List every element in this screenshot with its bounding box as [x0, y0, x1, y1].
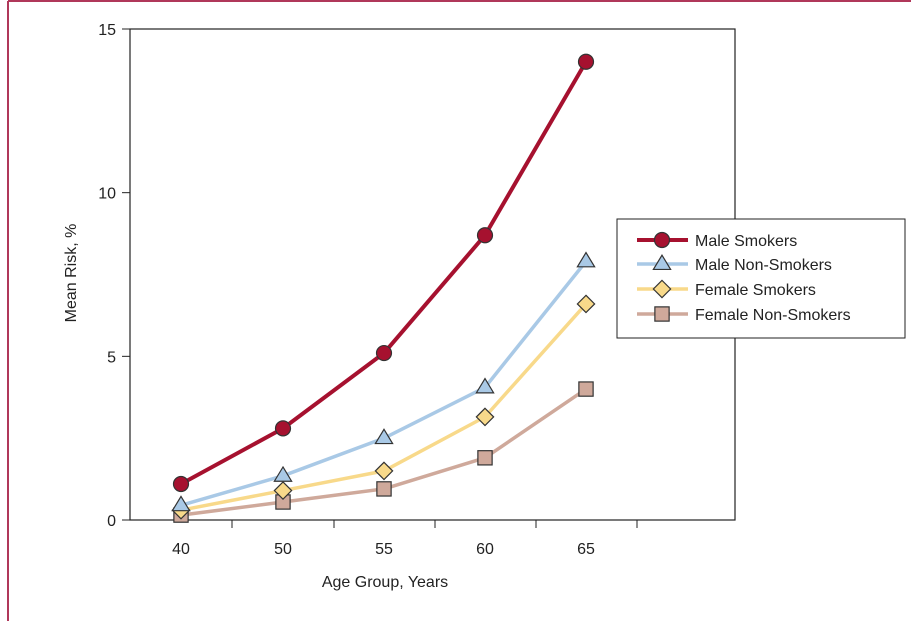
series-layer — [171, 53, 596, 523]
data-point — [171, 495, 191, 512]
y-axis-title: Mean Risk, % — [63, 224, 80, 323]
data-point — [172, 475, 190, 493]
data-point — [274, 420, 292, 437]
data-point — [576, 294, 596, 314]
series-male-non-smokers — [171, 251, 596, 512]
data-point — [475, 377, 495, 394]
x-tick-label: 60 — [476, 541, 494, 558]
y-axis-ticks: 0 5 10 15 — [98, 22, 130, 530]
legend-marker — [654, 306, 670, 322]
data-point — [578, 381, 594, 397]
legend-marker — [652, 254, 672, 271]
legend-item: Female Non-Smokers — [637, 306, 851, 324]
legend-label: Male Non-Smokers — [695, 257, 832, 274]
legend: Male Smokers Male Non-Smokers Female Smoke… — [616, 218, 906, 339]
data-point — [577, 53, 595, 70]
series-line — [180, 60, 588, 486]
data-point — [475, 407, 495, 427]
data-point — [273, 481, 293, 501]
data-point — [576, 251, 596, 268]
data-point — [273, 465, 293, 482]
legend-item: Female Smokers — [637, 279, 816, 299]
y-tick-label: 5 — [107, 349, 116, 366]
series-male-smokers — [172, 53, 595, 493]
x-tick-label: 65 — [577, 541, 595, 558]
y-tick-label: 15 — [98, 22, 116, 39]
data-point — [374, 461, 394, 481]
legend-marker — [653, 231, 671, 249]
y-tick-label: 10 — [98, 186, 116, 203]
data-point — [376, 481, 392, 497]
y-tick-label: 0 — [107, 513, 116, 530]
x-tick-label: 40 — [172, 541, 190, 558]
legend-label: Female Non-Smokers — [695, 307, 851, 324]
legend-marker — [652, 279, 672, 299]
x-axis-title: Age Group, Years — [322, 574, 448, 591]
x-tick-label: 55 — [375, 541, 393, 558]
legend-item: Male Non-Smokers — [637, 254, 832, 274]
legend-item: Male Smokers — [637, 231, 797, 250]
x-axis-ticks: 40 50 55 60 65 — [172, 520, 638, 558]
data-point — [477, 450, 493, 466]
data-point — [374, 428, 394, 445]
legend-label: Male Smokers — [695, 233, 797, 250]
data-point — [375, 344, 393, 362]
data-point — [476, 227, 494, 244]
x-tick-label: 50 — [274, 541, 292, 558]
legend-label: Female Smokers — [695, 282, 816, 299]
